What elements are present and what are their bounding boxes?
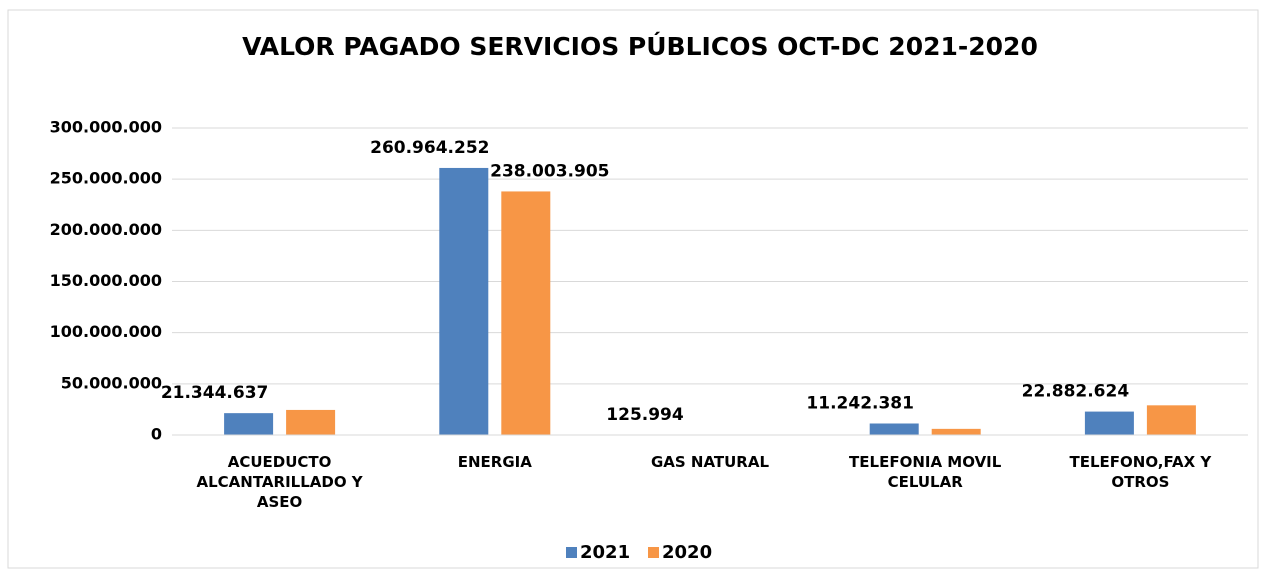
x-tick-label: TELEFONO,FAX Y OTROS [1069, 453, 1212, 491]
bar [869, 423, 919, 435]
bar [501, 191, 551, 435]
y-tick-label: 300.000.000 [50, 118, 162, 137]
bar [931, 428, 981, 435]
legend-swatch [648, 547, 659, 558]
chart-border [7, 9, 1259, 569]
x-tick-label: ACUEDUCTO ALCANTARILLADO Y ASEO [196, 453, 363, 511]
data-label: 11.242.381 [806, 393, 914, 413]
y-tick-label: 150.000.000 [50, 271, 162, 290]
bar [1146, 405, 1196, 435]
legend-label: 2021 [580, 542, 630, 563]
data-label: 238.003.905 [490, 161, 609, 181]
legend-swatch [566, 547, 577, 558]
data-label: 21.344.637 [161, 383, 269, 403]
y-tick-label: 0 [151, 425, 162, 444]
data-label: 22.882.624 [1022, 382, 1130, 402]
bar [439, 167, 489, 435]
x-tick-label: GAS NATURAL [650, 453, 770, 471]
data-label: 125.994 [606, 405, 684, 425]
y-tick-label: 50.000.000 [61, 373, 162, 392]
bar [224, 413, 274, 435]
y-tick-label: 100.000.000 [50, 322, 162, 341]
x-tick-label: ENERGIA [457, 453, 532, 471]
legend-label: 2020 [662, 542, 712, 563]
y-tick-label: 250.000.000 [50, 169, 162, 188]
y-tick-label: 200.000.000 [50, 220, 162, 239]
bar [286, 409, 336, 435]
bar [1084, 411, 1134, 435]
chart-title: VALOR PAGADO SERVICIOS PÚBLICOS OCT-DC 2… [242, 31, 1038, 61]
data-label: 260.964.252 [370, 138, 489, 158]
x-tick-label: TELEFONIA MOVIL CELULAR [849, 453, 1002, 491]
